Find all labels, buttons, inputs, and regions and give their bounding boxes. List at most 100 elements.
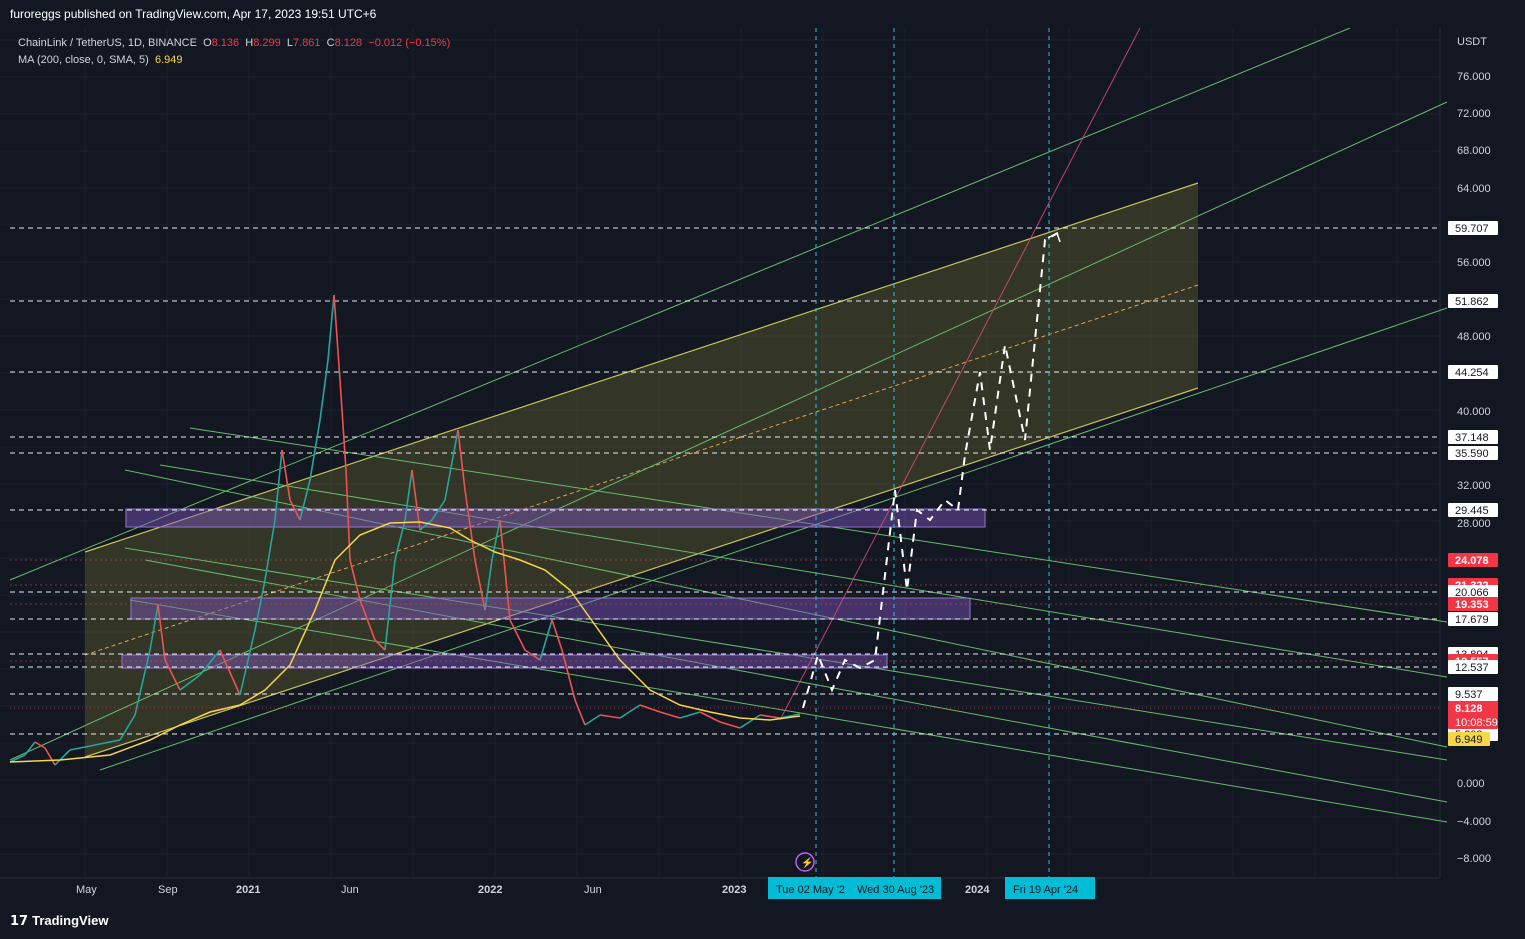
price-segment	[274, 449, 283, 521]
level-badge-label: 51.862	[1455, 296, 1489, 308]
price-segment	[484, 559, 493, 611]
y-tick-label: 32.000	[1457, 480, 1491, 492]
x-tick-label: 2024	[965, 884, 990, 896]
symbol-label[interactable]: ChainLink / TetherUS, 1D, BINANCE	[18, 37, 197, 49]
date-badge-label: Tue 02 May '2	[776, 884, 845, 896]
price-segment	[491, 519, 501, 561]
price-segment	[759, 714, 781, 719]
y-tick-label: 40.000	[1457, 406, 1491, 418]
price-segment	[94, 739, 121, 746]
level-badge	[1448, 430, 1498, 444]
last-price-badge	[1448, 701, 1498, 729]
price-segment	[34, 741, 46, 749]
price-segment	[359, 599, 376, 641]
price-segment	[319, 359, 329, 421]
chart-area[interactable]: USDT 76.000 72.000 68.000 64.000 56.000 48.000…	[0, 28, 1525, 908]
green-channel-line	[9, 28, 1351, 581]
level-badge	[1448, 553, 1498, 567]
green-trend-line	[144, 559, 1448, 803]
price-segment	[339, 379, 347, 471]
low-value: 7.861	[293, 37, 321, 49]
price-segment	[54, 749, 71, 766]
price-segment	[739, 714, 761, 729]
price-chart[interactable]: USDT 76.000 72.000 68.000 64.000 56.000 48.000…	[0, 28, 1525, 908]
event-flash-icon	[795, 852, 815, 872]
supply-zone	[130, 597, 971, 620]
green-trend-line	[124, 469, 1448, 748]
tradingview-logo[interactable]: 17 TradingView	[10, 913, 108, 929]
ma-value: 6.949	[154, 54, 183, 66]
y-tick-label: 48.000	[1457, 331, 1491, 343]
price-segment	[431, 499, 446, 521]
date-badge	[1005, 877, 1095, 899]
price-segment	[779, 713, 801, 719]
price-segment	[574, 699, 586, 726]
x-tick-label: 2021	[236, 884, 260, 896]
price-segment	[349, 559, 361, 601]
price-segment	[411, 469, 421, 531]
tradingview-logo-icon: 17	[10, 914, 29, 929]
high-key: H	[245, 37, 254, 49]
date-badge	[768, 877, 849, 899]
price-segment	[179, 674, 201, 691]
channel-upper-line	[84, 182, 1199, 553]
top-bar: furoreggs published on TradingView.com, …	[0, 0, 1525, 28]
ma-badge-label: 6.949	[1455, 734, 1483, 746]
price-segment	[384, 559, 396, 651]
price-segment	[157, 604, 166, 661]
price-segment	[584, 714, 601, 726]
level-badge	[1448, 503, 1498, 517]
chart-legend: ChainLink / TetherUS, 1D, BINANCE O8.136…	[18, 35, 450, 69]
ma-label[interactable]: MA (200, close, 0, SMA, 5)	[18, 54, 149, 66]
level-badge-label: 59.707	[1455, 223, 1489, 235]
level-badge-label: 17.679	[1455, 614, 1489, 626]
x-tick-label: Sep	[158, 884, 178, 896]
level-badge	[1448, 294, 1498, 308]
level-badge	[1448, 612, 1498, 626]
price-segment	[524, 649, 541, 661]
price-segment	[309, 419, 321, 481]
price-segment	[679, 711, 701, 719]
price-segment	[699, 711, 721, 723]
y-tick-label: −8.000	[1457, 853, 1491, 865]
price-segment	[119, 714, 136, 741]
price-segment	[619, 704, 641, 719]
open-value: 8.136	[211, 37, 240, 49]
price-segment	[254, 579, 266, 631]
level-badge	[1448, 365, 1498, 379]
high-value: 8.299	[253, 37, 281, 49]
price-segment	[394, 519, 406, 561]
price-segment	[499, 519, 511, 621]
level-badge-label: 12.537	[1455, 662, 1489, 674]
price-segment	[199, 649, 221, 676]
green-trend-line	[189, 427, 1448, 623]
price-segment	[219, 649, 241, 696]
price-segment	[164, 659, 181, 691]
price-segment	[444, 429, 459, 501]
date-badge	[849, 877, 941, 899]
price-segment	[457, 429, 466, 491]
y-tick-label: 72.000	[1457, 108, 1491, 120]
level-badge-label: 37.148	[1455, 432, 1489, 444]
y-tick-label: 56.000	[1457, 257, 1491, 269]
price-segment	[419, 519, 433, 531]
ohlc-row: ChainLink / TetherUS, 1D, BINANCE O8.136…	[18, 35, 450, 52]
price-segment	[539, 619, 553, 661]
price-segment	[333, 294, 341, 381]
green-trend-line	[129, 599, 1448, 823]
price-segment	[134, 649, 151, 716]
price-segment	[44, 747, 56, 766]
low-key: L	[286, 37, 294, 49]
price-segment	[561, 649, 576, 701]
x-tick-label: Jun	[341, 884, 359, 896]
x-tick-label: Jun	[584, 884, 602, 896]
date-badge-label: Wed 30 Aug '23	[857, 884, 934, 896]
price-segment	[289, 499, 301, 521]
target-arrow-icon	[1047, 231, 1061, 243]
level-badge-label: 9.537	[1455, 689, 1483, 701]
close-key: C	[326, 37, 335, 49]
price-segment	[551, 619, 563, 651]
target-trend-line	[779, 28, 1141, 721]
level-badge	[1448, 597, 1498, 611]
date-badge-label: Fri 19 Apr '24	[1013, 884, 1078, 896]
